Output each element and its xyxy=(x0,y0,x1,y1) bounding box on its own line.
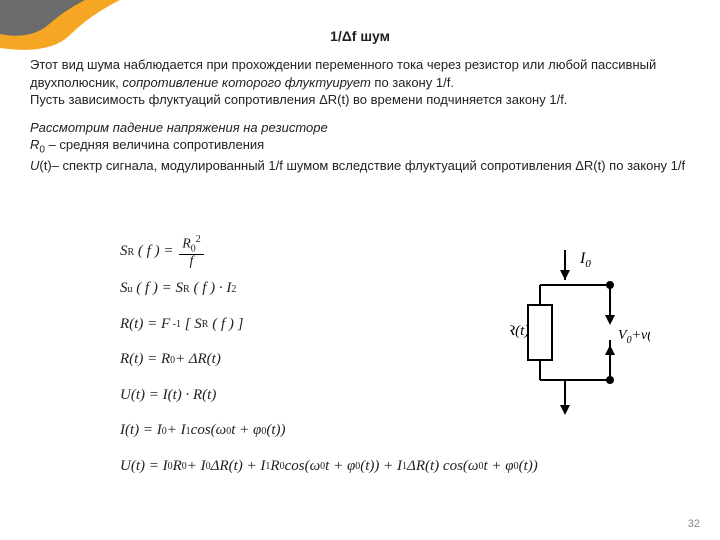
p2-r0-sym: R xyxy=(30,137,39,152)
corner-decoration xyxy=(0,0,120,60)
eq-2: Su ( f ) = SR ( f ) · I2 xyxy=(120,273,538,305)
eq-6: I(t) = I0 + I1 cos(ω0t + φ0(t)) xyxy=(120,415,538,447)
p2-line-a: Рассмотрим падение напряжения на резисто… xyxy=(30,120,328,135)
paragraph-1: Этот вид шума наблюдается при прохождени… xyxy=(30,56,690,109)
slide-content: Этот вид шума наблюдается при прохождени… xyxy=(0,56,720,175)
p2-u-txt: (t)– спектр сигнала, модулированный 1/f … xyxy=(39,158,685,173)
page-number: 32 xyxy=(688,518,700,530)
eq-4: R(t) = R0 + ΔR(t) xyxy=(120,344,538,376)
p1-text-b: сопротивление которого флуктуирует xyxy=(122,75,370,90)
eq-5: U(t) = I(t) · R(t) xyxy=(120,380,538,412)
circuit-i-label: I0 xyxy=(579,250,591,270)
circuit-r-label: R(t) xyxy=(510,323,529,339)
p1-text-c: по закону 1/f. xyxy=(371,75,454,90)
circuit-v-label: V0+v(t) xyxy=(618,328,650,346)
p2-r0-txt: – средняя величина сопротивления xyxy=(45,137,264,152)
p2-u-sym: U xyxy=(30,158,39,173)
p1-text-d: Пусть зависимость флуктуаций сопротивлен… xyxy=(30,92,567,107)
eq-3: R(t) = F -1 [ SR ( f ) ] xyxy=(120,309,538,341)
formula-block: SR ( f ) = R02f Su ( f ) = SR ( f ) · I2… xyxy=(120,235,538,486)
eq-1: SR ( f ) = R02f xyxy=(120,235,538,269)
circuit-diagram: I0 R(t) V0+v(t) xyxy=(510,245,650,425)
paragraph-2: Рассмотрим падение напряжения на резисто… xyxy=(30,119,690,175)
eq-7: U(t) = I0R0 + I0ΔR(t) + I1R0 cos(ω0t + φ… xyxy=(120,451,538,483)
